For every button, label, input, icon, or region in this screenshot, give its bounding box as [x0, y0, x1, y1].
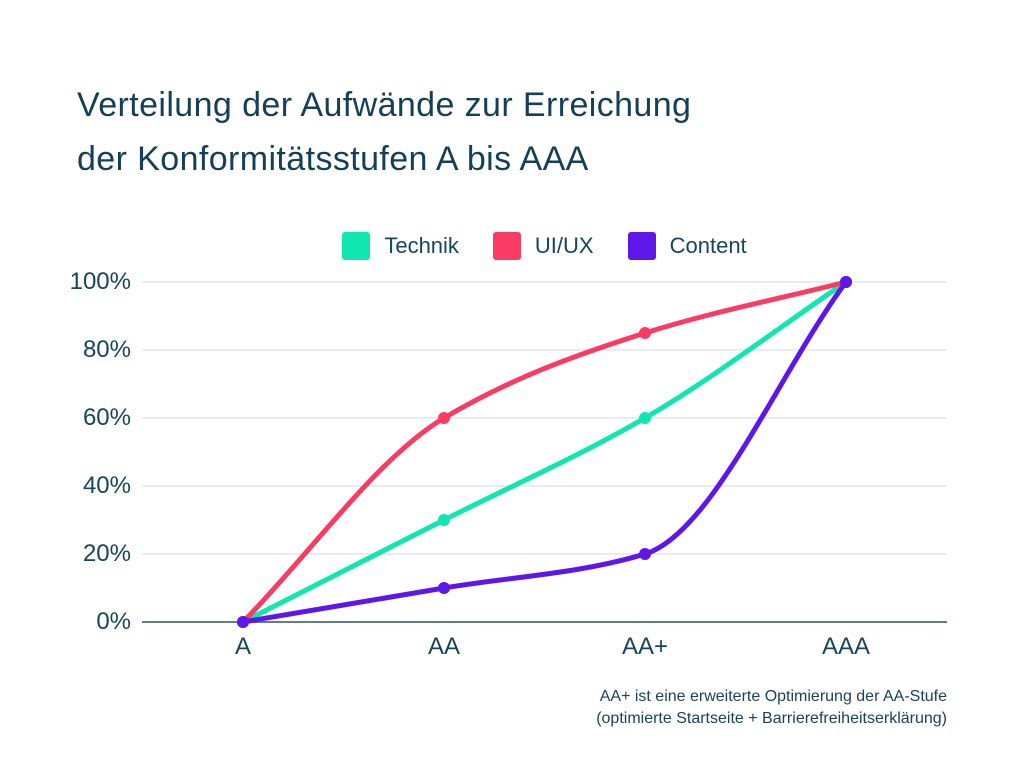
y-axis-tick-label: 60%: [82, 404, 131, 431]
data-point: [438, 412, 450, 424]
chart-title-line-2: der Konformitätsstufen A bis AAA: [77, 140, 589, 178]
data-point: [840, 276, 852, 288]
footnote-line-2: (optimierte Startseite + Barrierefreihei…: [596, 710, 947, 727]
y-axis-tick-label: 80%: [82, 336, 131, 363]
data-point: [639, 548, 651, 560]
series-line-content: [240, 279, 849, 625]
x-axis-category-label: AAA: [821, 633, 871, 660]
legend-item-technik: Technik: [342, 232, 459, 260]
y-axis-tick-label: 20%: [82, 540, 131, 567]
legend-label: UI/UX: [534, 233, 594, 258]
data-point: [438, 582, 450, 594]
legend-swatch: [492, 232, 521, 260]
legend-label: Technik: [384, 233, 459, 258]
chart-title: Verteilung der Aufwände zur Erreichung d…: [77, 78, 691, 186]
legend-item-ui-ux: UI/UX: [492, 232, 594, 260]
y-axis-tick-label: 40%: [82, 472, 131, 499]
series-line-ui-ux: [240, 279, 849, 625]
x-axis-category-label: AA+: [621, 633, 669, 660]
x-axis-category-label: AA: [427, 633, 460, 660]
series-line-technik: [240, 279, 849, 625]
y-axis-tick-label: 0%: [96, 608, 131, 635]
chart-title-line-1: Verteilung der Aufwände zur Erreichung: [77, 86, 692, 124]
data-point: [438, 514, 450, 526]
y-axis-tick-label: 100%: [69, 268, 131, 295]
x-axis-category-label: A: [234, 633, 251, 660]
footnote-line-1: AA+ ist eine erweiterte Optimierung der …: [599, 688, 947, 705]
chart-legend: Technik UI/UX Content: [142, 231, 947, 261]
legend-swatch: [342, 232, 371, 260]
chart-footnote: AA+ ist eine erweiterte Optimierung der …: [596, 686, 947, 730]
data-point: [639, 412, 651, 424]
legend-item-content: Content: [627, 232, 747, 260]
legend-label: Content: [669, 233, 747, 258]
legend-swatch: [627, 232, 656, 260]
data-point: [237, 616, 249, 628]
data-point: [639, 327, 651, 339]
